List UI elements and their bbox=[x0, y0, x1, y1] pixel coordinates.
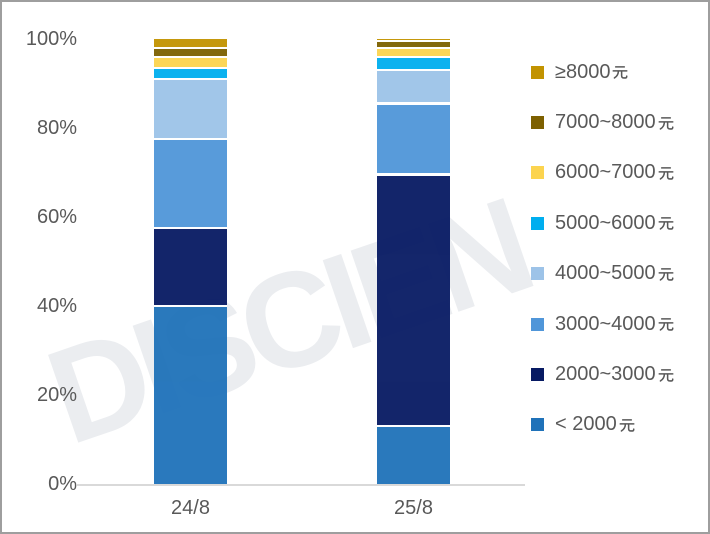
segment-separator bbox=[377, 173, 450, 176]
segment-8000-24-8 bbox=[154, 39, 227, 48]
yuan-character bbox=[658, 318, 674, 331]
segment-6000-7000-25-8 bbox=[377, 47, 450, 57]
legend-label: 5000~6000 bbox=[555, 212, 675, 235]
segment-separator bbox=[154, 226, 227, 230]
y-tick-label-60: 60% bbox=[36, 206, 77, 228]
segment-2000-25-8 bbox=[377, 426, 450, 484]
segment-separator bbox=[154, 66, 227, 70]
legend-swatch bbox=[531, 166, 544, 180]
segment-6000-7000-24-8 bbox=[154, 56, 227, 68]
segment-7000-8000-25-8 bbox=[377, 41, 450, 48]
yuan-character bbox=[619, 419, 635, 432]
segment-7000-8000-24-8 bbox=[154, 47, 227, 57]
legend-item-7000-8000: 7000~8000 bbox=[531, 97, 675, 147]
legend-label: < 2000 bbox=[555, 413, 636, 436]
legend-swatch bbox=[531, 216, 544, 230]
segment-separator bbox=[377, 102, 450, 105]
segment-4000-5000-24-8 bbox=[154, 79, 227, 140]
yuan-character bbox=[658, 217, 674, 231]
segment-3000-4000-24-8 bbox=[154, 139, 227, 229]
legend: ≥8000 7000~8000 6000~7000 5000~6000 4000~500… bbox=[531, 47, 675, 450]
legend-swatch bbox=[531, 368, 544, 382]
legend-label: 7000~8000 bbox=[555, 111, 675, 134]
segment-4000-5000-25-8 bbox=[377, 70, 450, 104]
x-axis-label-24-8: 24/8 bbox=[171, 497, 210, 519]
segment-separator bbox=[377, 55, 450, 59]
segment-separator bbox=[154, 304, 227, 308]
segment-separator bbox=[377, 39, 450, 43]
yuan-character bbox=[658, 167, 674, 180]
bar-24-8 bbox=[154, 39, 227, 484]
segment-separator bbox=[154, 46, 227, 50]
yuan-character bbox=[658, 267, 674, 281]
legend-swatch bbox=[531, 317, 544, 331]
segment-2000-24-8 bbox=[154, 306, 227, 484]
legend-label: 3000~4000 bbox=[555, 313, 675, 336]
segment-separator bbox=[154, 77, 227, 81]
segment-5000-6000-25-8 bbox=[377, 56, 450, 71]
legend-item-3000-4000: 3000~4000 bbox=[531, 299, 675, 349]
legend-item-2000-3000: 2000~3000 bbox=[531, 349, 675, 399]
y-tick-label-100: 100% bbox=[25, 28, 77, 50]
yuan-character bbox=[658, 368, 674, 382]
legend-swatch bbox=[531, 267, 544, 281]
x-axis-label-25-8: 25/8 bbox=[394, 497, 433, 519]
legend-item-8000: ≥8000 bbox=[531, 47, 675, 97]
legend-item-4000-5000: 4000~5000 bbox=[531, 249, 675, 299]
legend-label: ≥8000 bbox=[555, 61, 629, 84]
segment-2000-3000-25-8 bbox=[377, 174, 450, 427]
bar-25-8 bbox=[377, 39, 450, 484]
segment-separator bbox=[377, 424, 450, 428]
legend-label: 6000~7000 bbox=[555, 161, 675, 184]
segment-5000-6000-24-8 bbox=[154, 67, 227, 80]
yuan-character bbox=[658, 116, 674, 130]
y-tick-label-40: 40% bbox=[36, 295, 77, 317]
legend-swatch bbox=[531, 418, 544, 432]
x-axis-line bbox=[77, 484, 525, 486]
legend-label: 2000~3000 bbox=[555, 363, 675, 386]
y-tick-label-20: 20% bbox=[36, 384, 77, 406]
legend-swatch bbox=[531, 116, 544, 130]
legend-swatch bbox=[531, 65, 544, 79]
segment-separator bbox=[377, 68, 450, 72]
segment-3000-4000-25-8 bbox=[377, 103, 450, 175]
y-tick-label-80: 80% bbox=[36, 117, 77, 139]
legend-item-6000-7000: 6000~7000 bbox=[531, 148, 675, 198]
legend-item-5000-6000: 5000~6000 bbox=[531, 198, 675, 248]
segment-separator bbox=[154, 55, 227, 59]
y-tick-label-0: 0% bbox=[48, 473, 77, 495]
segment-separator bbox=[154, 137, 227, 141]
legend-item-2000: < 2000 bbox=[531, 400, 675, 450]
legend-label: 4000~5000 bbox=[555, 262, 675, 285]
segment-separator bbox=[377, 46, 450, 50]
yuan-character bbox=[612, 66, 628, 79]
segment-2000-3000-24-8 bbox=[154, 228, 227, 306]
